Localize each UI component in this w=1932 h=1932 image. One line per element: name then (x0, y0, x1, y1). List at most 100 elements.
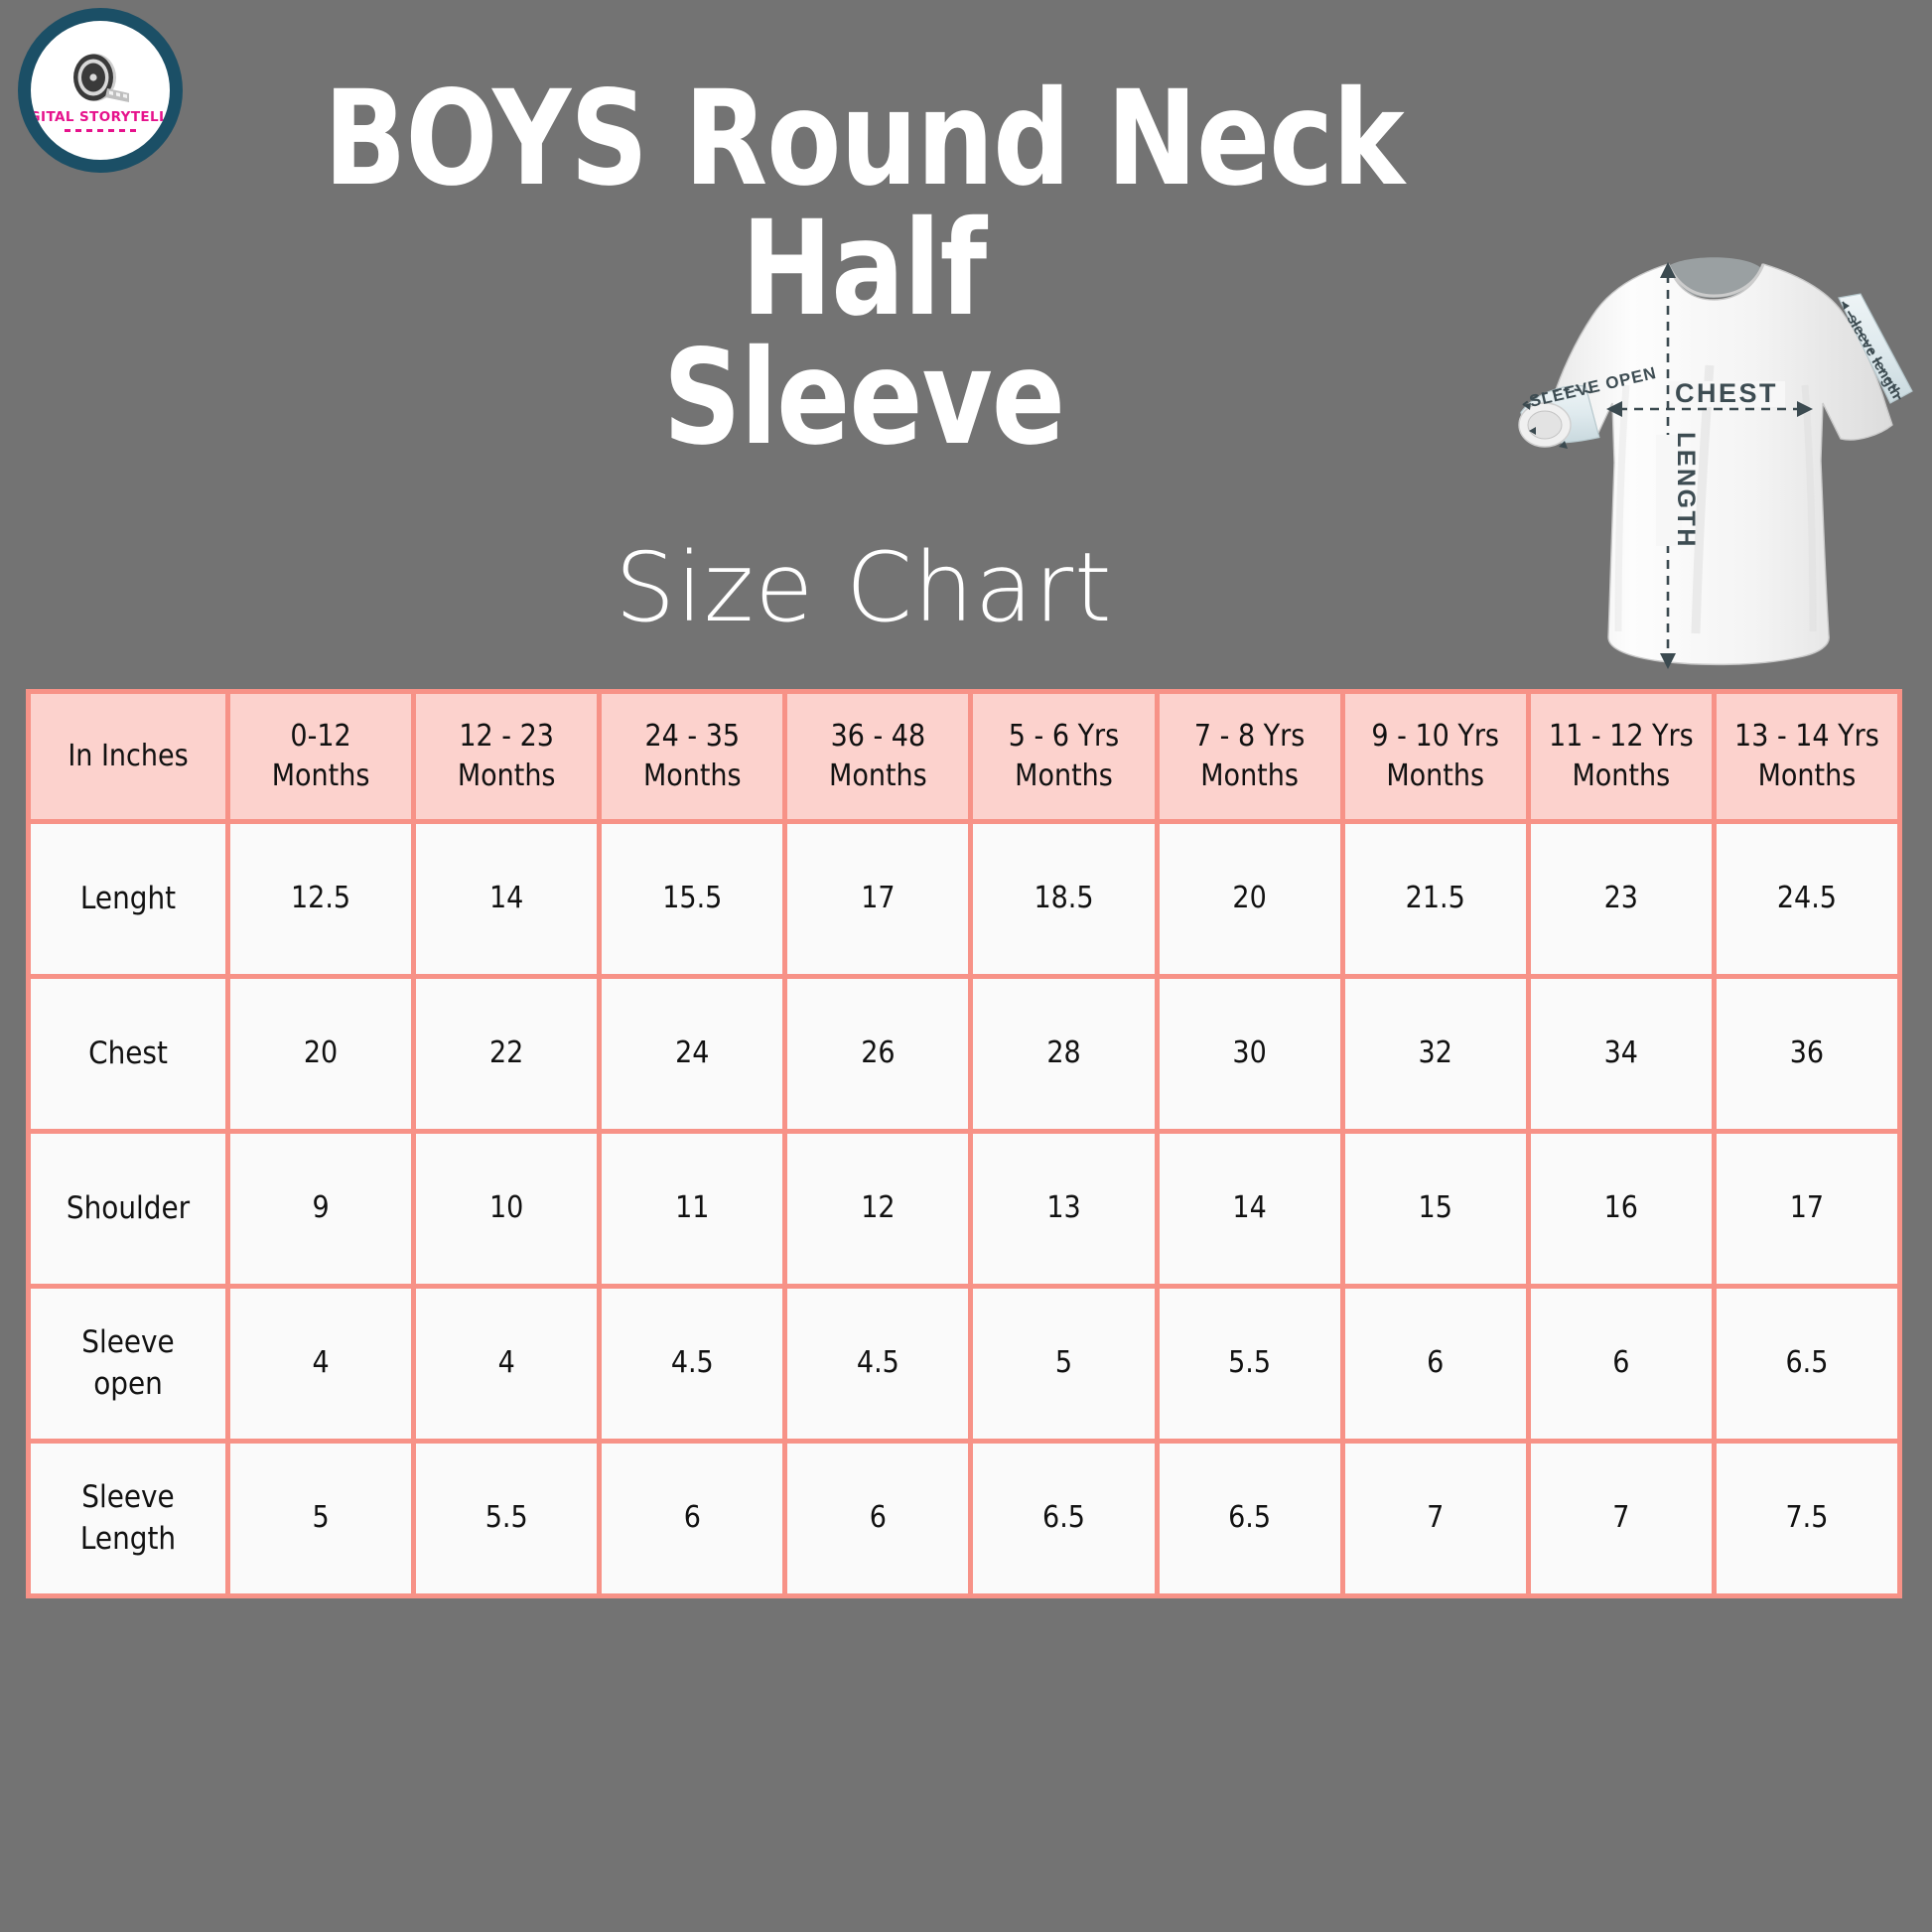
column-header-line1: 36 - 48 (830, 718, 926, 754)
cell-sleeve-open-24-35-months: 4.5 (602, 1289, 783, 1439)
cell-shoulder-5-6-yrs: 13 (973, 1134, 1155, 1284)
row-label-line2: open (93, 1365, 163, 1402)
column-header-line1: 5 - 6 Yrs (1008, 718, 1120, 754)
cell-lenght-0-12-months: 12.5 (230, 824, 412, 974)
row-label-sleeve-length: Sleeve Length (31, 1444, 225, 1593)
cell-sleeve-open-7-8-yrs: 5.5 (1159, 1289, 1340, 1439)
column-header-line1: 12 - 23 (459, 718, 554, 754)
column-header-line2: Months (1015, 759, 1113, 793)
cell-sleeve-length-0-12-months: 5 (230, 1444, 412, 1593)
cell-chest-9-10-yrs: 32 (1344, 979, 1526, 1129)
cell-shoulder-13-14-yrs: 17 (1716, 1134, 1897, 1284)
table-row: Sleeve open 4 4 4.5 4.5 5 5.5 6 6 6.5 (31, 1289, 1897, 1439)
cell-shoulder-11-12-yrs: 16 (1530, 1134, 1712, 1284)
cell-chest-12-23-months: 22 (416, 979, 598, 1129)
logo-wordmark: DIGITAL STORYTELLER (18, 109, 183, 125)
row-label-line2: Length (79, 1520, 177, 1557)
table-row: Sleeve Length 5 5.5 6 6 6.5 6.5 7 7 7.5 (31, 1444, 1897, 1593)
column-header-36-48-months: 36 - 48 Months (787, 694, 969, 819)
cell-sleeve-length-24-35-months: 6 (602, 1444, 783, 1593)
cell-chest-36-48-months: 26 (787, 979, 969, 1129)
cell-sleeve-length-36-48-months: 6 (787, 1444, 969, 1593)
cell-lenght-24-35-months: 15.5 (602, 824, 783, 974)
column-header-line2: Months (1572, 759, 1671, 793)
cell-sleeve-open-9-10-yrs: 6 (1344, 1289, 1526, 1439)
column-header-7-8-yrs: 7 - 8 Yrs Months (1159, 694, 1340, 819)
size-chart-table-body: Lenght 12.5 14 15.5 17 18.5 20 21.5 23 2… (31, 824, 1897, 1593)
cell-shoulder-36-48-months: 12 (787, 1134, 969, 1284)
cell-chest-7-8-yrs: 30 (1159, 979, 1340, 1129)
cell-sleeve-open-36-48-months: 4.5 (787, 1289, 969, 1439)
row-label-chest: Chest (31, 979, 225, 1129)
cell-chest-24-35-months: 24 (602, 979, 783, 1129)
page-subtitle: Size Chart (615, 532, 1113, 643)
row-label-lenght: Lenght (31, 824, 225, 974)
column-header-unit: In Inches (31, 694, 225, 819)
column-header-line1: 11 - 12 Yrs (1548, 718, 1694, 754)
film-reel-icon (69, 53, 131, 106)
length-measure-arrow: LENGTH (1656, 262, 1700, 669)
column-header-line2: Months (1386, 759, 1485, 793)
table-row: Chest 20 22 24 26 28 30 32 34 36 (31, 979, 1897, 1129)
column-header-9-10-yrs: 9 - 10 Yrs Months (1344, 694, 1526, 819)
column-header-5-6-yrs: 5 - 6 Yrs Months (973, 694, 1155, 819)
cell-chest-0-12-months: 20 (230, 979, 412, 1129)
page-title-line-2: Sleeve (662, 322, 1065, 476)
logo-underline-dashes (65, 129, 136, 132)
column-header-line2: Months (829, 759, 927, 793)
column-header-24-35-months: 24 - 35 Months (602, 694, 783, 819)
cell-chest-11-12-yrs: 34 (1530, 979, 1712, 1129)
cell-shoulder-0-12-months: 9 (230, 1134, 412, 1284)
size-chart-table-wrapper: In Inches 0-12 Months 12 - 23 Months 24 … (26, 689, 1902, 1598)
cell-lenght-9-10-yrs: 21.5 (1344, 824, 1526, 974)
tshirt-measurement-diagram: SLEEVE OPEN sleeve length CHEST LENGTH (1511, 236, 1932, 681)
row-label-line1: Lenght (79, 880, 177, 916)
row-label-line1: Sleeve (81, 1323, 175, 1360)
cell-sleeve-length-5-6-yrs: 6.5 (973, 1444, 1155, 1593)
row-label-line1: Chest (88, 1035, 168, 1071)
cell-shoulder-9-10-yrs: 15 (1344, 1134, 1526, 1284)
cell-lenght-11-12-yrs: 23 (1530, 824, 1712, 974)
page-title: BOYS Round Neck Half Sleeve (208, 63, 1519, 476)
cell-sleeve-open-12-23-months: 4 (416, 1289, 598, 1439)
cell-sleeve-length-9-10-yrs: 7 (1344, 1444, 1526, 1593)
column-header-12-23-months: 12 - 23 Months (416, 694, 598, 819)
column-header-line2: Months (457, 759, 556, 793)
cell-lenght-36-48-months: 17 (787, 824, 969, 974)
brand-logo: DIGITAL STORYTELLER (18, 8, 183, 173)
column-header-line1: 0-12 (290, 718, 351, 754)
column-header-0-12-months: 0-12 Months (230, 694, 412, 819)
cell-lenght-7-8-yrs: 20 (1159, 824, 1340, 974)
chest-measure-arrow: CHEST (1606, 378, 1813, 417)
cell-sleeve-open-5-6-yrs: 5 (973, 1289, 1155, 1439)
cell-sleeve-length-12-23-months: 5.5 (416, 1444, 598, 1593)
cell-shoulder-24-35-months: 11 (602, 1134, 783, 1284)
row-label-sleeve-open: Sleeve open (31, 1289, 225, 1439)
length-label: LENGTH (1672, 432, 1700, 549)
column-header-13-14-yrs: 13 - 14 Yrs Months (1716, 694, 1897, 819)
cell-shoulder-12-23-months: 10 (416, 1134, 598, 1284)
table-header-row: In Inches 0-12 Months 12 - 23 Months 24 … (31, 694, 1897, 819)
cell-sleeve-length-7-8-yrs: 6.5 (1159, 1444, 1340, 1593)
column-header-line2: Months (271, 759, 370, 793)
cell-sleeve-open-13-14-yrs: 6.5 (1716, 1289, 1897, 1439)
cell-chest-13-14-yrs: 36 (1716, 979, 1897, 1129)
size-chart-table-header: In Inches 0-12 Months 12 - 23 Months 24 … (31, 694, 1897, 819)
cell-sleeve-length-11-12-yrs: 7 (1530, 1444, 1712, 1593)
table-row: Shoulder 9 10 11 12 13 14 15 16 17 (31, 1134, 1897, 1284)
row-label-line1: Sleeve (81, 1478, 175, 1515)
table-row: Lenght 12.5 14 15.5 17 18.5 20 21.5 23 2… (31, 824, 1897, 974)
cell-lenght-5-6-yrs: 18.5 (973, 824, 1155, 974)
row-label-shoulder: Shoulder (31, 1134, 225, 1284)
page-title-line-1: BOYS Round Neck Half (324, 63, 1405, 345)
cell-lenght-13-14-yrs: 24.5 (1716, 824, 1897, 974)
cell-lenght-12-23-months: 14 (416, 824, 598, 974)
cell-chest-5-6-yrs: 28 (973, 979, 1155, 1129)
column-header-11-12-yrs: 11 - 12 Yrs Months (1530, 694, 1712, 819)
row-label-line1: Shoulder (66, 1189, 191, 1226)
cell-shoulder-7-8-yrs: 14 (1159, 1134, 1340, 1284)
column-header-line2: Months (642, 759, 742, 793)
column-header-unit-line1: In Inches (68, 738, 189, 773)
column-header-line1: 13 - 14 Yrs (1734, 718, 1879, 754)
cell-sleeve-open-0-12-months: 4 (230, 1289, 412, 1439)
